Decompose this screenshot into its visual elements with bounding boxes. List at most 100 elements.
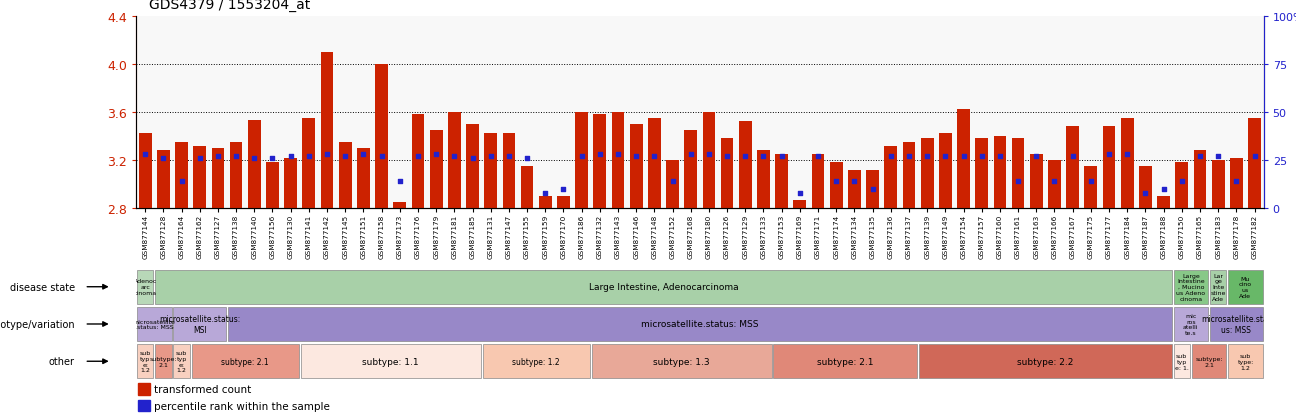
Point: [735, 153, 756, 160]
Bar: [228, 307, 1172, 341]
Bar: [137, 344, 153, 378]
Text: transformed count: transformed count: [154, 384, 251, 394]
Text: subtype: 2.2: subtype: 2.2: [1017, 357, 1073, 366]
Bar: [211, 149, 224, 209]
Bar: [1030, 154, 1043, 209]
Point: [608, 152, 629, 158]
Point: [990, 153, 1011, 160]
Text: sub
typ
e:
1.2: sub typ e: 1.2: [140, 350, 150, 373]
Bar: [1139, 166, 1152, 209]
Point: [389, 178, 410, 185]
Text: other: other: [49, 356, 75, 366]
Bar: [848, 170, 861, 209]
Bar: [594, 115, 607, 209]
Bar: [866, 170, 879, 209]
Point: [316, 152, 337, 158]
Text: GDS4379 / 1553204_at: GDS4379 / 1553204_at: [149, 0, 310, 12]
Bar: [884, 146, 897, 209]
Text: subtype: 1.1: subtype: 1.1: [363, 357, 419, 366]
Bar: [1174, 344, 1190, 378]
Bar: [137, 307, 171, 341]
Text: Large Intestine, Adenocarcinoma: Large Intestine, Adenocarcinoma: [588, 282, 739, 292]
Point: [153, 155, 174, 162]
Point: [680, 152, 701, 158]
Bar: [1012, 139, 1024, 209]
Point: [880, 153, 901, 160]
Point: [1135, 190, 1156, 197]
Bar: [920, 139, 933, 209]
Point: [844, 178, 864, 185]
Bar: [1229, 344, 1262, 378]
Point: [934, 153, 955, 160]
Point: [753, 153, 774, 160]
Bar: [1121, 119, 1134, 209]
Point: [189, 155, 210, 162]
Bar: [811, 154, 824, 209]
Bar: [482, 344, 590, 378]
Bar: [430, 131, 442, 209]
Point: [953, 153, 973, 160]
Bar: [376, 64, 388, 209]
Bar: [757, 151, 770, 209]
Bar: [557, 197, 570, 209]
Point: [499, 153, 520, 160]
Point: [771, 153, 792, 160]
Bar: [1103, 127, 1116, 209]
Bar: [139, 400, 149, 411]
Bar: [229, 142, 242, 209]
Point: [1045, 178, 1065, 185]
Point: [353, 152, 373, 158]
Point: [1226, 178, 1247, 185]
Bar: [284, 158, 297, 209]
Text: genotype/variation: genotype/variation: [0, 319, 75, 329]
Bar: [174, 307, 226, 341]
Point: [207, 153, 228, 160]
Bar: [630, 125, 643, 209]
Bar: [829, 163, 842, 209]
Point: [1081, 178, 1102, 185]
Point: [789, 190, 810, 197]
Point: [1153, 186, 1174, 192]
Bar: [266, 163, 279, 209]
Text: subtype: 1.2: subtype: 1.2: [512, 357, 560, 366]
Bar: [940, 134, 951, 209]
Bar: [139, 383, 149, 395]
Point: [1117, 152, 1138, 158]
Point: [717, 153, 737, 160]
Bar: [793, 200, 806, 209]
Bar: [902, 142, 915, 209]
Point: [662, 178, 683, 185]
Bar: [521, 166, 534, 209]
Bar: [302, 119, 315, 209]
Bar: [485, 134, 498, 209]
Point: [826, 178, 846, 185]
Bar: [1174, 307, 1208, 341]
Bar: [1229, 270, 1262, 304]
Bar: [320, 52, 333, 209]
Point: [1026, 153, 1047, 160]
Text: Mu
cino
us
Ade: Mu cino us Ade: [1239, 276, 1252, 298]
Bar: [994, 137, 1006, 209]
Bar: [958, 110, 969, 209]
Text: subtype:
2.1: subtype: 2.1: [149, 356, 178, 367]
Bar: [592, 344, 771, 378]
Bar: [175, 142, 188, 209]
Bar: [193, 146, 206, 209]
Point: [463, 155, 483, 162]
Bar: [137, 270, 153, 304]
Text: mic
ros
atelli
te.s: mic ros atelli te.s: [1183, 313, 1199, 335]
Bar: [157, 151, 170, 209]
Point: [226, 153, 246, 160]
Point: [916, 153, 937, 160]
Bar: [467, 125, 480, 209]
Bar: [1210, 270, 1226, 304]
Point: [862, 186, 883, 192]
Bar: [648, 119, 661, 209]
Text: microsatellite.stat
us: MSS: microsatellite.stat us: MSS: [1201, 315, 1271, 334]
Text: Lar
ge
Inte
stine
Ade: Lar ge Inte stine Ade: [1210, 273, 1226, 301]
Bar: [739, 122, 752, 209]
Point: [971, 153, 991, 160]
Point: [898, 153, 919, 160]
Point: [407, 153, 428, 160]
Point: [1063, 153, 1083, 160]
